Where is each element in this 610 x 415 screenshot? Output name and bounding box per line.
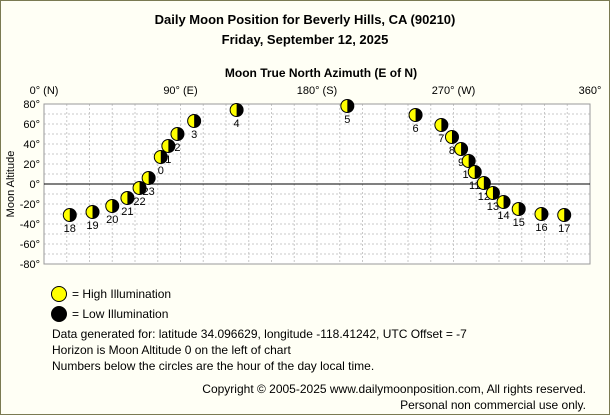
y-tick-label: -40°	[20, 219, 40, 231]
x-tick-label: 0° (N)	[30, 85, 59, 97]
hour-label: 8	[449, 145, 455, 157]
info-location: Data generated for: latitude 34.096629, …	[52, 327, 467, 341]
data-points: 01234567891011121314151617181920212223	[62, 99, 572, 235]
hour-label: 18	[64, 223, 76, 235]
moon-marker-19: 19	[85, 205, 100, 232]
moon-marker-11: 11	[467, 165, 482, 192]
y-tick-label: -20°	[20, 199, 40, 211]
hour-label: 13	[487, 201, 499, 213]
moon-marker-4: 4	[229, 103, 244, 130]
x-tick-label: 270° (W)	[432, 85, 476, 97]
hour-label: 14	[497, 210, 509, 222]
hour-label: 15	[513, 217, 525, 229]
y-tick-label: 80°	[23, 99, 40, 111]
moon-shadow	[441, 118, 448, 132]
copyright: Copyright © 2005-2025 www.dailymoonposit…	[202, 382, 586, 396]
moon-shadow	[492, 186, 500, 200]
moon-marker-23: 23	[141, 171, 156, 198]
legend-high-label: = High Illumination	[72, 287, 172, 301]
moon-marker-9: 9	[454, 142, 469, 169]
x-tick-label: 360°	[579, 85, 602, 97]
low-illumination-icon	[51, 306, 67, 322]
y-tick-label: -80°	[20, 259, 40, 271]
hour-label: 9	[458, 157, 464, 169]
moon-position-chart: Moon True North Azimuth (E of N)0° (N) 90…	[5, 66, 601, 271]
x-tick-label: 90° (E)	[163, 85, 197, 97]
hour-label: 17	[558, 223, 570, 235]
moon-shadow	[69, 208, 77, 222]
moon-shadow	[177, 127, 184, 141]
hour-label: 1	[165, 154, 171, 166]
moon-shadow	[168, 139, 175, 153]
moon-marker-13: 13	[485, 186, 500, 213]
x-axis-title: Moon True North Azimuth (E of N)	[225, 66, 417, 80]
moon-shadow	[564, 208, 571, 222]
moon-marker-22: 22	[132, 181, 147, 208]
hour-label: 11	[469, 180, 480, 192]
legend-low-label: = Low Illumination	[72, 307, 169, 321]
hour-label: 7	[438, 133, 444, 145]
moon-marker-6: 6	[408, 108, 423, 135]
hour-label: 20	[106, 214, 118, 226]
moon-shadow	[483, 176, 491, 190]
chart-title: Daily Moon Position for Beverly Hills, C…	[154, 12, 456, 27]
hour-label: 3	[191, 129, 197, 141]
moon-marker-20: 20	[105, 199, 120, 226]
hour-label: 23	[143, 186, 155, 198]
y-tick-label: 60°	[23, 119, 40, 131]
moon-shadow	[127, 191, 134, 205]
moon-marker-3: 3	[187, 114, 202, 141]
moon-shadow	[451, 130, 459, 144]
moon-shadow	[503, 195, 511, 209]
y-tick-label: -60°	[20, 239, 40, 251]
hour-label: 19	[86, 220, 98, 232]
x-tick-label: 180° (S)	[297, 85, 337, 97]
hour-label: 0	[158, 165, 164, 177]
moon-shadow	[112, 199, 119, 213]
moon-shadow	[415, 108, 423, 122]
moon-marker-15: 15	[511, 202, 526, 229]
moon-marker-18: 18	[62, 208, 77, 235]
usage-note: Personal non commercial use only.	[400, 398, 586, 412]
moon-shadow	[474, 165, 482, 179]
moon-marker-7: 7	[434, 118, 449, 145]
y-axis-title: Moon Altitude	[5, 151, 17, 218]
moon-marker-16: 16	[534, 207, 549, 234]
moon-shadow	[92, 205, 100, 219]
moon-shadow	[236, 103, 244, 117]
high-illumination-icon	[51, 286, 67, 302]
hour-label: 4	[234, 118, 240, 130]
moon-shadow	[139, 181, 147, 195]
hour-label: 5	[344, 114, 350, 126]
info-horizon: Horizon is Moon Altitude 0 on the left o…	[52, 343, 291, 357]
moon-marker-21: 21	[120, 191, 135, 218]
axes: Moon True North Azimuth (E of N)0° (N) 90…	[5, 66, 601, 271]
hour-label: 2	[174, 142, 180, 154]
y-tick-label: 20°	[23, 159, 40, 171]
moon-shadow	[461, 142, 468, 156]
moon-marker-2: 2	[170, 127, 185, 154]
moon-shadow	[194, 114, 201, 128]
hour-label: 16	[535, 222, 547, 234]
y-tick-label: 0°	[29, 179, 40, 191]
moon-marker-0: 0	[153, 150, 168, 177]
moon-marker-14: 14	[496, 195, 511, 222]
moon-shadow	[518, 202, 526, 216]
moon-marker-5: 5	[340, 99, 355, 126]
moon-shadow	[468, 154, 476, 168]
hour-label: 22	[133, 196, 145, 208]
moon-shadow	[541, 207, 548, 221]
hour-label: 21	[121, 206, 133, 218]
moon-marker-1: 1	[161, 139, 176, 166]
y-tick-label: 40°	[23, 139, 40, 151]
moon-marker-8: 8	[444, 130, 459, 157]
moon-shadow	[347, 99, 354, 113]
moon-shadow	[160, 150, 168, 164]
moon-marker-17: 17	[557, 208, 572, 235]
hour-label: 6	[413, 123, 419, 135]
chart-date: Friday, September 12, 2025	[221, 32, 389, 47]
moon-shadow	[148, 171, 156, 185]
info-hours: Numbers below the circles are the hour o…	[52, 359, 375, 373]
